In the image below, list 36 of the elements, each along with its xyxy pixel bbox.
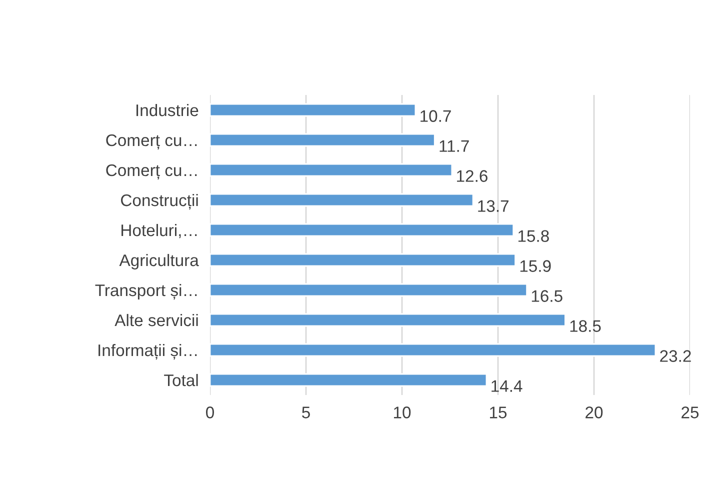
data-label: 13.7 bbox=[478, 200, 508, 212]
bar bbox=[210, 283, 528, 297]
bar bbox=[210, 253, 516, 267]
data-label: 10.7 bbox=[420, 110, 451, 122]
data-label: 11.7 bbox=[440, 140, 469, 152]
x-tick-label: 20 bbox=[586, 406, 603, 418]
bar bbox=[210, 223, 514, 237]
x-tick-label: 15 bbox=[490, 406, 507, 418]
bar bbox=[210, 193, 474, 207]
data-label: 12.6 bbox=[457, 170, 488, 182]
y-tick-label: Informații și… bbox=[98, 344, 197, 360]
x-tick-label: 5 bbox=[302, 406, 310, 418]
y-tick-label: Comerț cu… bbox=[106, 134, 197, 150]
data-label: 16.5 bbox=[532, 290, 562, 302]
y-tick-label: Construcții bbox=[121, 194, 198, 210]
bar bbox=[210, 373, 488, 387]
bar bbox=[210, 163, 453, 177]
data-label: 18.5 bbox=[570, 320, 601, 332]
y-tick-label: Hoteluri,… bbox=[122, 224, 197, 238]
bar bbox=[210, 133, 436, 147]
bar bbox=[210, 313, 566, 327]
x-tick-label: 25 bbox=[682, 406, 699, 418]
y-tick-label: Transport și… bbox=[95, 284, 197, 300]
data-label: 15.9 bbox=[520, 260, 551, 272]
x-tick-label: 10 bbox=[394, 406, 411, 418]
data-label: 23.2 bbox=[660, 350, 691, 362]
bar bbox=[210, 343, 656, 357]
y-tick-label: Agricultura bbox=[119, 254, 199, 270]
y-tick-label: Alte servicii bbox=[114, 314, 198, 326]
y-tick-label: Comerț cu… bbox=[106, 164, 197, 180]
x-tick-label: 0 bbox=[206, 406, 214, 418]
data-label: 15.8 bbox=[518, 230, 549, 242]
y-tick-label: Total bbox=[164, 374, 198, 386]
data-label: 14.4 bbox=[492, 380, 522, 392]
bar bbox=[210, 103, 416, 117]
y-tick-label: Industrie bbox=[136, 104, 198, 116]
